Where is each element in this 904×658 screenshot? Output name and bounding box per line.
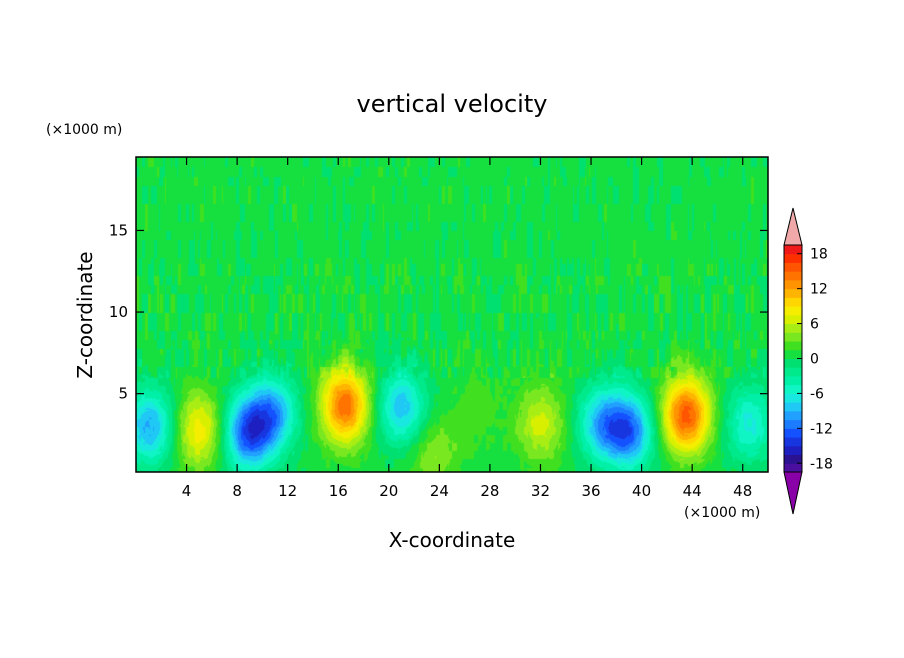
colorbar-band (784, 419, 802, 429)
contour-plot-area (136, 157, 768, 472)
x-axis-label: X-coordinate (389, 528, 516, 552)
colorbar-band (784, 288, 802, 298)
x-tick-label: 4 (182, 482, 192, 500)
velocity-field-image (136, 157, 768, 472)
x-tick-label: 32 (531, 482, 550, 500)
colorbar-band (784, 271, 802, 281)
colorbar-tick-label: 18 (810, 247, 828, 263)
colorbar-tick-label: 6 (810, 317, 819, 333)
colorbar-band (784, 463, 802, 473)
x-tick-label: 40 (632, 482, 651, 500)
colorbar-extend-high (783, 207, 803, 246)
x-tick-label: 8 (232, 482, 242, 500)
colorbar-band (784, 323, 802, 333)
colorbar-band (784, 332, 802, 342)
colorbar-tick-label: -18 (810, 456, 833, 472)
colorbar-tick-label: -12 (810, 421, 833, 437)
colorbar-band (784, 410, 802, 421)
colorbar-band (784, 245, 802, 255)
colorbar-band (784, 367, 802, 377)
colorbar-band (784, 402, 802, 412)
colorbar-band (784, 454, 802, 464)
y-tick-label: 10 (109, 303, 128, 321)
colorbar-tick-label: -6 (810, 386, 824, 402)
y-tick-label: 15 (109, 221, 128, 239)
y-axis-label: Z-coordinate (73, 251, 97, 378)
x-axis-unit: (×1000 m) (684, 505, 760, 521)
colorbar-band (784, 428, 802, 438)
x-tick-label: 44 (683, 482, 702, 500)
colorbar-band (784, 262, 802, 272)
x-tick-label: 36 (581, 482, 600, 500)
plot-frame (135, 156, 769, 473)
colorbar-band (784, 384, 802, 394)
x-tick-label: 48 (733, 482, 752, 500)
colorbar: 18 12 6 0 -6 -12 -18 (783, 207, 833, 515)
colorbar-band (784, 393, 802, 403)
x-tick-label: 12 (278, 482, 297, 500)
colorbar-band (784, 375, 802, 386)
colorbar-tick-label: 0 (810, 352, 819, 368)
x-tick-label: 20 (379, 482, 398, 500)
y-tick-label: 5 (118, 385, 128, 403)
colorbar-band (784, 445, 802, 456)
colorbar-band (784, 297, 802, 307)
chart-title: vertical velocity (357, 90, 548, 118)
colorbar-band (784, 306, 802, 316)
x-tick-label: 24 (430, 482, 449, 500)
colorbar-band (784, 279, 802, 290)
colorbar-extend-low (783, 471, 803, 515)
colorbar-tick-label: 12 (810, 282, 828, 298)
colorbar-band (784, 437, 802, 447)
colorbar-band (784, 314, 802, 325)
colorbar-band (784, 358, 802, 368)
colorbar-band (784, 349, 802, 359)
colorbar-band (784, 253, 802, 263)
x-tick-label: 16 (329, 482, 348, 500)
x-tick-label: 28 (480, 482, 499, 500)
y-axis-unit: (×1000 m) (46, 122, 122, 138)
colorbar-band (784, 341, 802, 351)
